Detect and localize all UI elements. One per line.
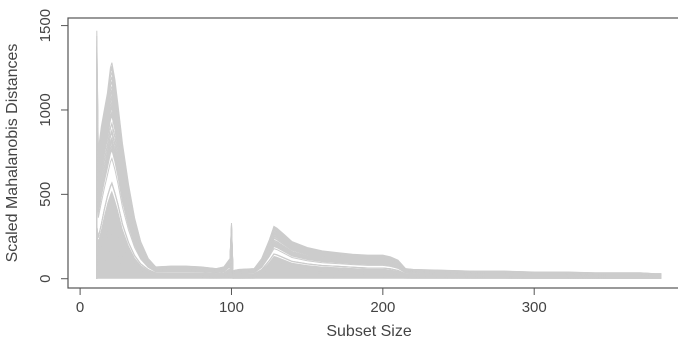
y-tick-label: 1500 — [37, 9, 54, 42]
distance-curve — [96, 113, 662, 279]
distance-curve — [96, 112, 662, 279]
distance-curve — [96, 91, 662, 279]
distance-curve — [96, 69, 662, 279]
distance-curve — [96, 61, 662, 279]
distance-curve — [96, 90, 662, 279]
x-tick-label: 200 — [370, 299, 395, 316]
distance-curve — [96, 104, 662, 279]
x-tick-label: 100 — [219, 299, 244, 316]
distance-curve — [96, 35, 662, 279]
distance-curve — [96, 84, 662, 279]
y-axis: 0 500 1000 1500 — [37, 9, 68, 283]
y-axis-title: Scaled Mahalanobis Distances — [4, 44, 21, 263]
distance-curve — [96, 182, 662, 279]
x-tick-label: 300 — [522, 299, 547, 316]
distance-curve — [96, 98, 662, 279]
distance-curve — [96, 113, 662, 279]
distance-curve — [96, 78, 662, 279]
distance-curve — [96, 105, 662, 279]
distance-curve — [96, 55, 662, 279]
x-axis-title: Subset Size — [326, 323, 411, 340]
plot-frame — [67, 17, 678, 289]
distance-curve — [96, 76, 662, 279]
distance-curve — [96, 64, 662, 279]
distance-curve — [96, 46, 662, 279]
distance-curve — [96, 30, 662, 279]
distance-curve — [96, 105, 662, 279]
distance-curve — [96, 197, 662, 279]
distance-curve — [96, 40, 662, 279]
x-axis: 0 100 200 300 — [76, 287, 547, 316]
distance-curves — [96, 30, 662, 279]
y-tick-label: 0 — [37, 275, 54, 283]
y-tick-label: 1000 — [37, 93, 54, 126]
x-tick-label: 0 — [76, 299, 84, 316]
distance-curve — [96, 51, 662, 279]
y-tick-label: 500 — [37, 182, 54, 207]
